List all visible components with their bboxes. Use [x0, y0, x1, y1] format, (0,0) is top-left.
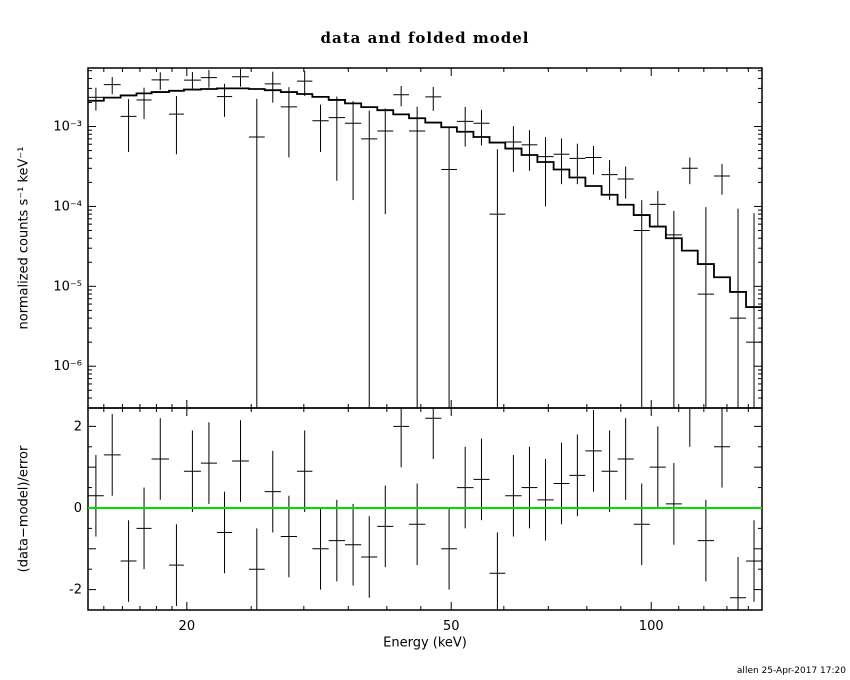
x-tick-label: 100 — [639, 619, 664, 634]
model-line — [88, 87, 762, 308]
x-tick-label: 50 — [443, 619, 460, 634]
x-tick-label: 20 — [179, 619, 196, 634]
y-tick-label-bottom: -2 — [69, 583, 82, 598]
y-tick-label-bottom: 0 — [74, 501, 82, 516]
bottom-panel-box — [87, 407, 763, 611]
plot-title: data and folded model — [320, 29, 530, 47]
axes — [87, 67, 763, 611]
residual-series — [88, 408, 762, 610]
y-tick-label-top: 10⁻⁵ — [53, 279, 82, 294]
y-tick-label-bottom: 2 — [74, 419, 82, 434]
footer-timestamp: allen 25-Apr-2017 17:20 — [736, 666, 846, 676]
data-series — [88, 68, 762, 408]
y-tick-label-top: 10⁻⁴ — [53, 199, 82, 214]
y-tick-label-top: 10⁻⁶ — [53, 359, 82, 374]
y-tick-label-top: 10⁻³ — [53, 120, 82, 135]
x-axis-label: Energy (keV) — [383, 635, 467, 651]
folded-model-step — [88, 87, 762, 308]
